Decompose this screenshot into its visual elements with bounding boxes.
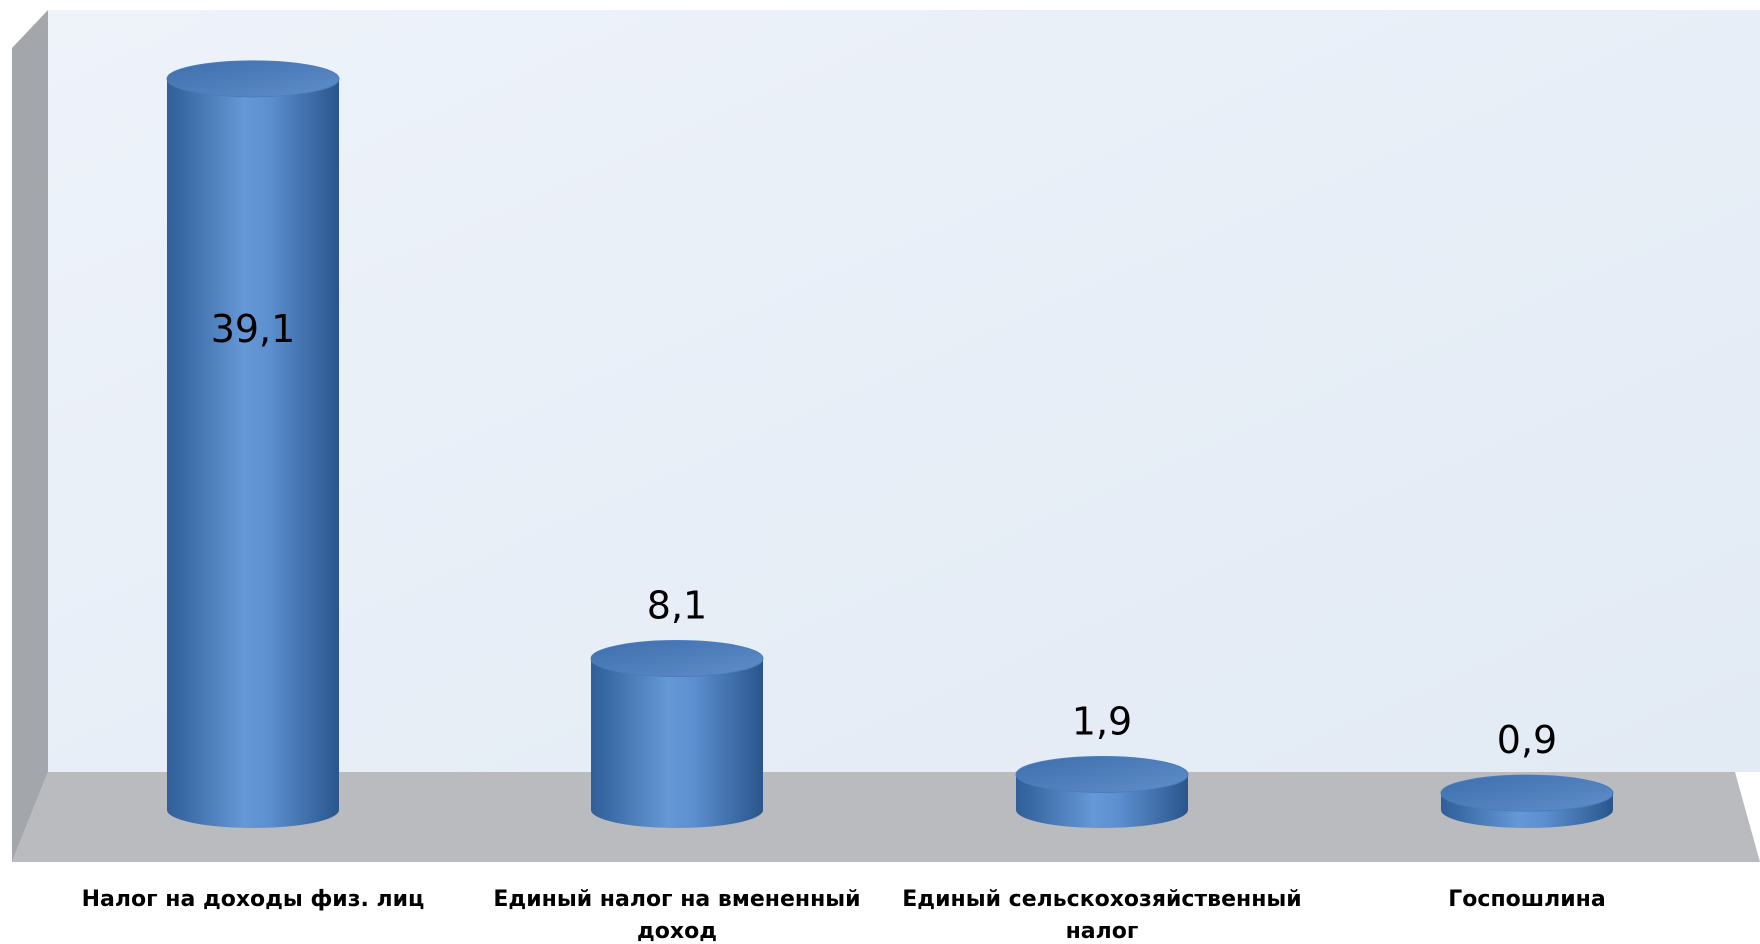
- bars-group: [166, 60, 1614, 828]
- category-labels-group: Налог на доходы физ. лиц Единый налог на …: [82, 887, 1606, 944]
- category-label: Налог на доходы физ. лиц: [82, 887, 425, 912]
- data-label: 8,1: [647, 584, 707, 628]
- data-label: 1,9: [1072, 699, 1132, 743]
- back-wall: [48, 10, 1760, 772]
- floor: [12, 772, 1760, 862]
- bar-top: [166, 60, 340, 98]
- bar-4: [1440, 774, 1614, 828]
- category-label: Единый сельскохозяйственный налог: [902, 887, 1301, 944]
- side-wall: [12, 10, 48, 862]
- bar-top: [1015, 755, 1189, 793]
- category-label: Единый налог на вмененный доход: [493, 887, 860, 944]
- bar-1: [166, 60, 340, 828]
- bar-3: [1015, 755, 1189, 828]
- bar-body: [591, 658, 763, 828]
- bar-body: [167, 78, 339, 828]
- bar-top: [1440, 774, 1614, 812]
- data-label: 0,9: [1497, 718, 1557, 762]
- bar-2: [590, 640, 764, 828]
- chart-walls: [12, 10, 1760, 862]
- bar-top: [590, 640, 764, 678]
- labels-group: 39,1 8,1 1,9 0,9: [211, 307, 1558, 762]
- data-label: 39,1: [211, 307, 296, 351]
- category-label: Госпошлина: [1448, 887, 1605, 912]
